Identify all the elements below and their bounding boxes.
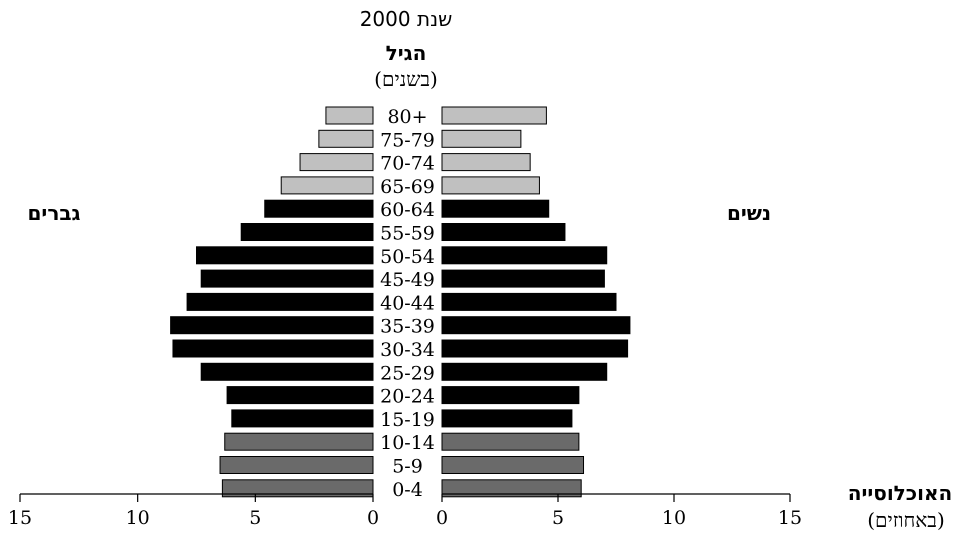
women-bar-70-74 [441,153,531,172]
age-label-55-59: 55-59 [380,223,435,245]
age-label-5-9: 5-9 [392,456,423,478]
women-bar-50-54 [441,246,608,265]
age-axis-heading: הגיל [386,41,427,65]
age-label-65-69: 65-69 [380,176,435,198]
x-axis-title: האוכלוסייה [848,481,953,505]
women-label: נשים [727,201,771,225]
age-label-25-29: 25-29 [380,362,435,384]
x-tick-label: 10 [662,507,686,529]
men-bar-65-69 [280,176,374,195]
men-bar-80-plus [325,106,374,125]
women-bar-55-59 [441,223,566,241]
age-label-50-54: 50-54 [380,246,435,268]
women-bar-30-34 [441,339,629,358]
men-bar-20-24 [226,386,374,405]
age-label-30-34: 30-34 [380,339,435,361]
women-bar-35-39 [441,316,631,335]
men-bar-0-4 [221,479,374,498]
women-bar-45-49 [441,269,605,288]
men-bar-60-64 [264,199,374,218]
men-bar-50-54 [196,246,374,265]
men-bar-35-39 [170,316,374,335]
women-bar-10-14 [441,432,580,451]
age-label-70-74: 70-74 [380,153,435,175]
men-bar-10-14 [224,432,374,451]
men-bars [170,106,374,498]
women-bar-25-29 [441,362,608,381]
men-bar-70-74 [299,153,374,172]
chart-title: שנת 2000 [360,7,453,31]
men-bar-5-9 [219,456,374,474]
women-bars [441,106,631,498]
age-label-60-64: 60-64 [380,199,435,221]
women-bar-20-24 [441,386,580,405]
men-bar-55-59 [240,223,374,241]
men-bar-25-29 [200,362,374,381]
x-tick-label: 0 [367,507,379,529]
x-tick-label: 5 [552,507,564,529]
women-bar-60-64 [441,199,550,218]
men-bar-15-19 [231,409,374,428]
women-bar-0-4 [441,479,582,498]
women-bar-75-79 [441,129,522,148]
age-label-80-plus: 80+ [387,106,427,128]
women-bar-5-9 [441,456,585,474]
age-label-15-19: 15-19 [380,409,435,431]
men-bar-30-34 [172,339,374,358]
women-bar-15-19 [441,409,573,428]
age-label-45-49: 45-49 [380,269,435,291]
x-axis-unit: (באחוזים) [867,508,945,532]
age-label-0-4: 0-4 [392,479,423,501]
age-label-10-14: 10-14 [380,432,435,454]
age-label-75-79: 75-79 [380,129,435,151]
men-bar-75-79 [318,129,374,148]
women-bar-80-plus [441,106,547,125]
x-tick-label: 15 [778,507,802,529]
age-label-20-24: 20-24 [380,386,435,408]
x-axes: 15 10 5 0 0 5 10 15 [8,493,802,529]
x-tick-label: 15 [8,507,32,529]
age-label-35-39: 35-39 [380,316,435,338]
age-axis-subheading: (בשנים) [374,67,438,91]
men-bar-40-44 [186,292,374,311]
men-bar-45-49 [200,269,374,288]
men-label: גברים [28,201,81,225]
x-tick-label: 10 [126,507,150,529]
age-group-labels: 80+75-7970-7465-6960-6455-5950-5445-4940… [380,106,435,501]
x-tick-label: 5 [249,507,261,529]
x-tick-label: 0 [436,507,448,529]
women-bar-40-44 [441,292,617,311]
women-bar-65-69 [441,176,540,195]
age-label-40-44: 40-44 [380,292,435,314]
